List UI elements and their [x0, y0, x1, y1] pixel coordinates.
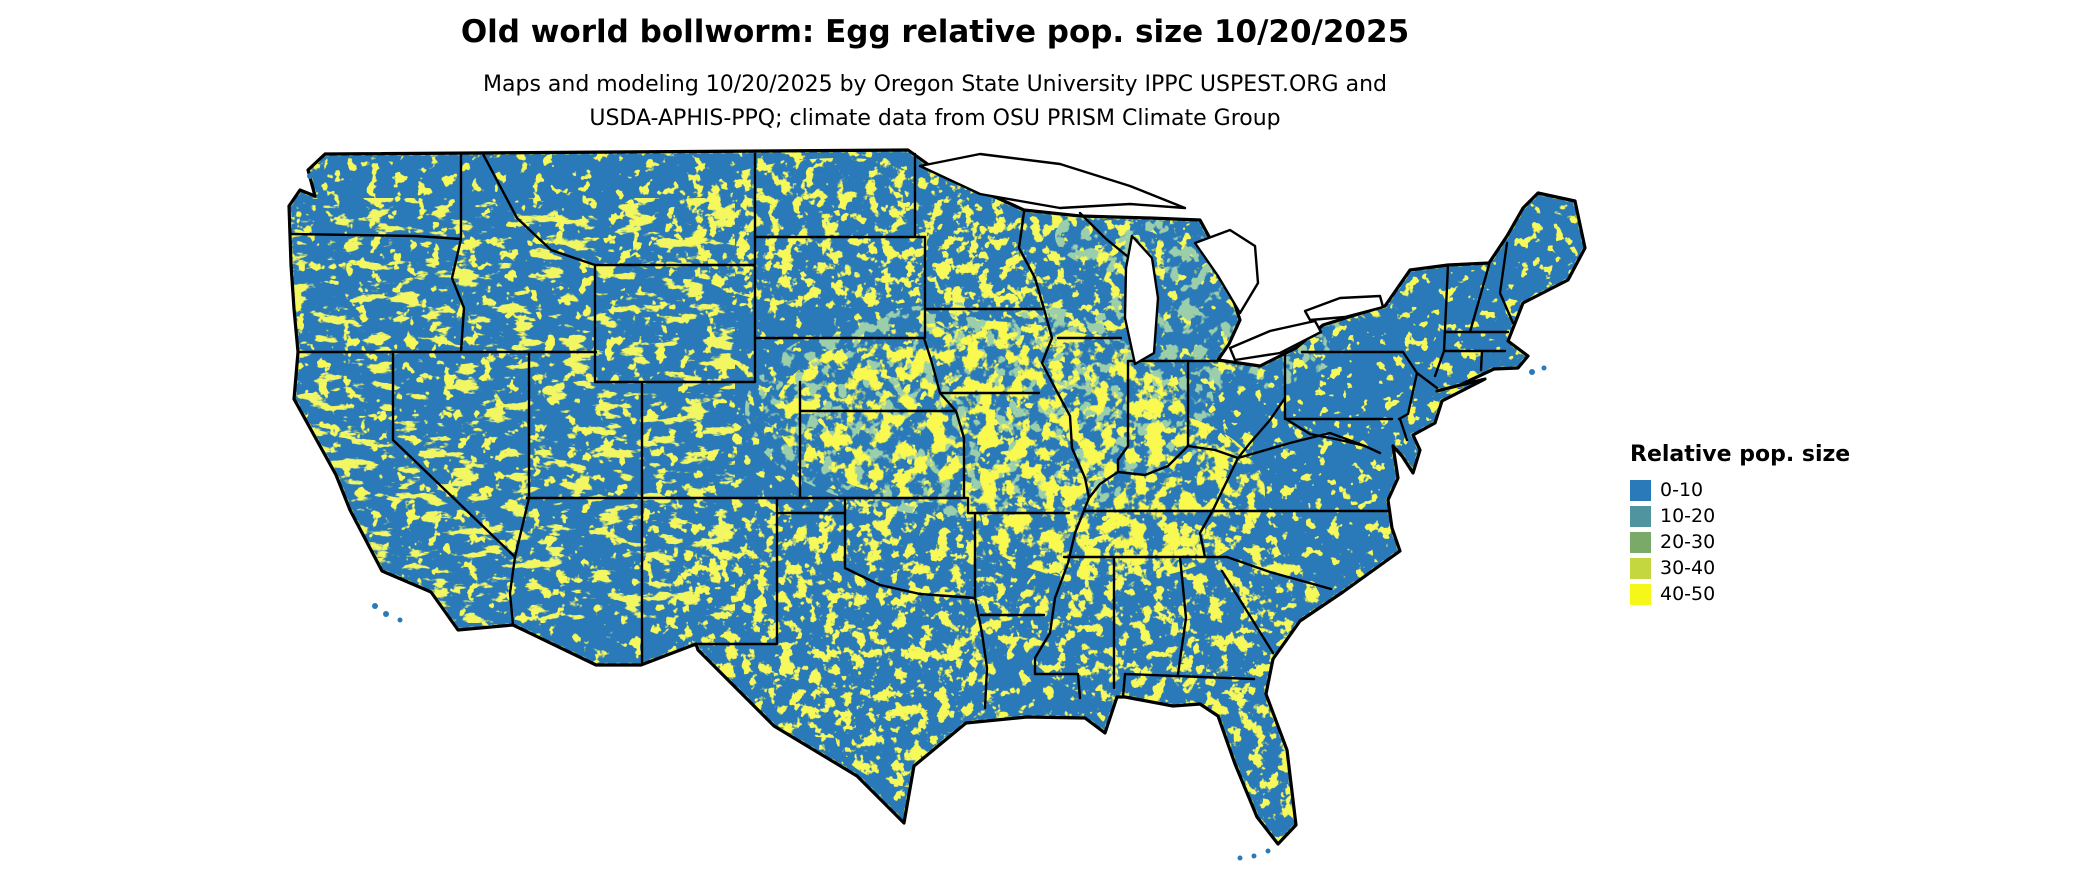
lake-michigan — [1123, 234, 1160, 366]
legend-label-0-10: 0-10 — [1660, 479, 1704, 501]
us-map — [287, 148, 1587, 861]
state-borders — [288, 152, 1515, 710]
legend-item: 10-20 — [1630, 503, 1850, 529]
lake-erie — [1228, 319, 1323, 362]
title-block: Old world bollworm: Egg relative pop. si… — [280, 14, 1590, 136]
islands — [307, 165, 1547, 861]
legend-swatch-30-40 — [1630, 557, 1651, 579]
legend-swatch-10-20 — [1630, 505, 1651, 527]
legend-label-40-50: 40-50 — [1660, 583, 1716, 605]
map-subtitle-line-1: Maps and modeling 10/20/2025 by Oregon S… — [483, 72, 1387, 97]
lake-superior — [918, 152, 1187, 210]
legend-item: 30-40 — [1630, 555, 1850, 581]
legend: Relative pop. size 0-10 10-20 20-30 30-4… — [1630, 442, 1850, 607]
legend-label-20-30: 20-30 — [1660, 531, 1716, 553]
lake-huron — [1193, 228, 1260, 315]
us-outline — [287, 148, 1587, 846]
legend-swatch-40-50 — [1630, 583, 1651, 605]
legend-label-30-40: 30-40 — [1660, 557, 1716, 579]
map-title: Old world bollworm: Egg relative pop. si… — [460, 14, 1410, 50]
legend-item: 40-50 — [1630, 581, 1850, 607]
legend-swatch-20-30 — [1630, 531, 1651, 553]
map-subtitle-line-2: USDA-APHIS-PPQ; climate data from OSU PR… — [589, 106, 1281, 131]
legend-item: 0-10 — [1630, 477, 1850, 503]
great-lakes — [918, 152, 1385, 366]
legend-label-10-20: 10-20 — [1660, 505, 1716, 527]
legend-title: Relative pop. size — [1630, 442, 1851, 467]
legend-item: 20-30 — [1630, 529, 1850, 555]
lake-ontario — [1303, 294, 1385, 322]
map-container — [280, 148, 1590, 892]
legend-swatch-0-10 — [1630, 479, 1651, 501]
